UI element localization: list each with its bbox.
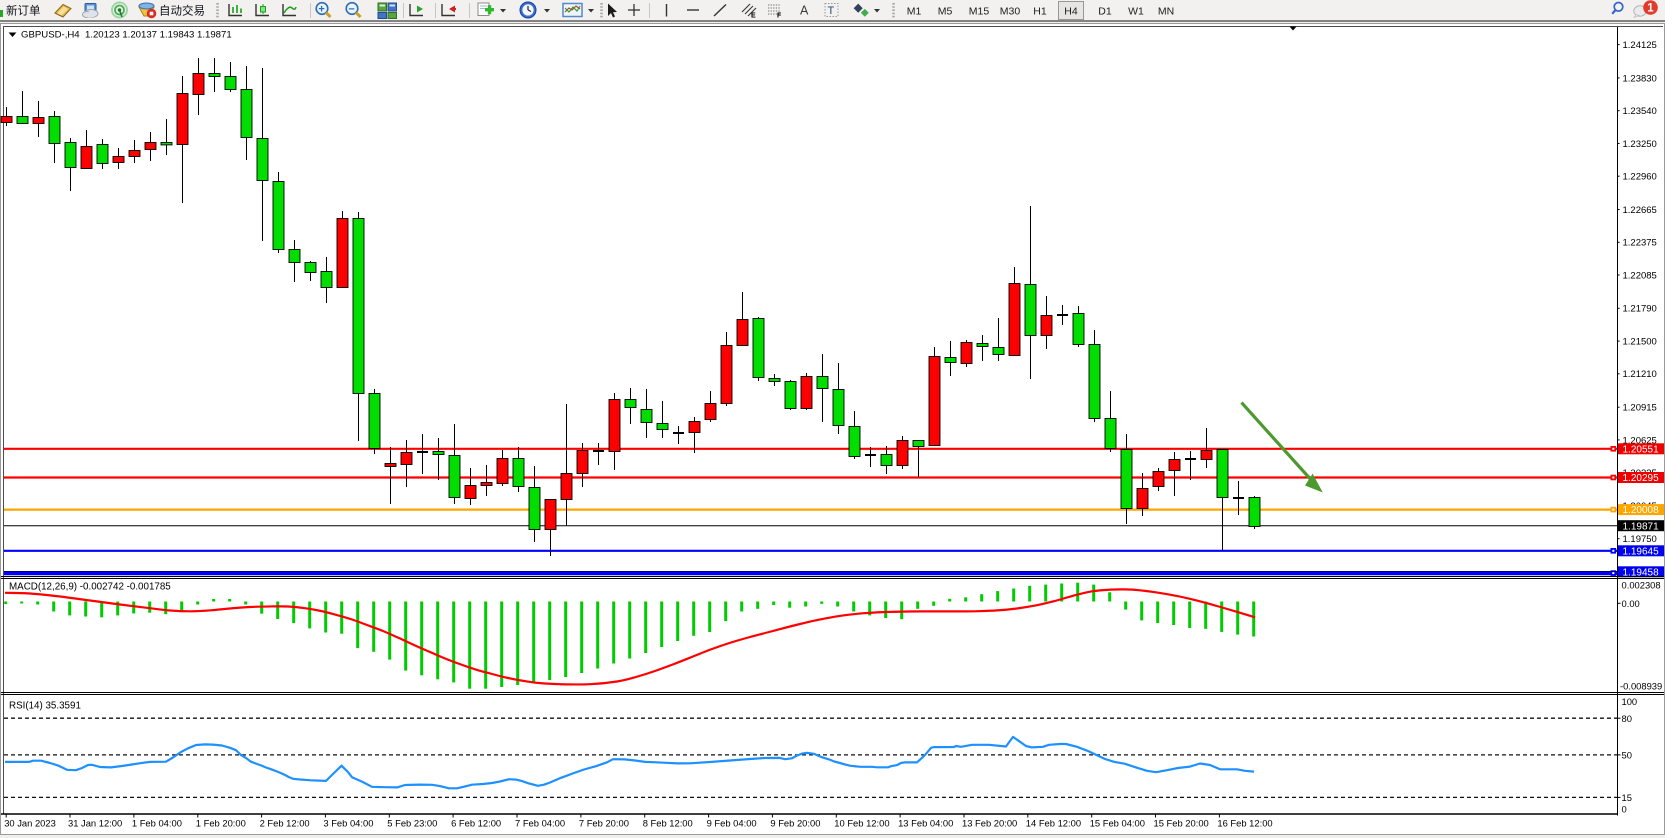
svg-text:10 Feb 12:00: 10 Feb 12:00 — [834, 818, 889, 829]
svg-text:1.20008: 1.20008 — [1623, 505, 1660, 516]
svg-text:5 Feb 23:00: 5 Feb 23:00 — [387, 818, 437, 829]
svg-text:6 Feb 12:00: 6 Feb 12:00 — [451, 818, 501, 829]
svg-text:1.22960: 1.22960 — [1623, 172, 1657, 183]
svg-text:1.21210: 1.21210 — [1623, 369, 1657, 380]
svg-text:14 Feb 12:00: 14 Feb 12:00 — [1026, 818, 1081, 829]
svg-text:+: + — [318, 3, 324, 15]
svg-text:1.22665: 1.22665 — [1623, 205, 1657, 216]
svg-text:1.20915: 1.20915 — [1623, 403, 1657, 414]
svg-text:M30: M30 — [1000, 5, 1021, 17]
svg-text:W1: W1 — [1128, 5, 1144, 17]
svg-text:31 Jan 12:00: 31 Jan 12:00 — [68, 818, 122, 829]
svg-text:15 Feb 20:00: 15 Feb 20:00 — [1154, 818, 1209, 829]
svg-text:F: F — [777, 13, 782, 20]
svg-text:2 Feb 12:00: 2 Feb 12:00 — [260, 818, 310, 829]
svg-text:15: 15 — [1622, 792, 1632, 803]
svg-text:9 Feb 20:00: 9 Feb 20:00 — [770, 818, 820, 829]
svg-text:1.20625: 1.20625 — [1623, 435, 1657, 446]
svg-text:MN: MN — [1158, 5, 1174, 17]
svg-text:0: 0 — [1622, 803, 1627, 814]
svg-text:0.00: 0.00 — [1622, 598, 1640, 609]
svg-text:13 Feb 20:00: 13 Feb 20:00 — [962, 818, 1017, 829]
svg-text:50: 50 — [1622, 750, 1632, 761]
svg-text:新订单: 新订单 — [6, 3, 41, 17]
svg-text:80: 80 — [1622, 713, 1632, 724]
svg-text:1.22375: 1.22375 — [1623, 238, 1657, 249]
svg-text:7 Feb 04:00: 7 Feb 04:00 — [515, 818, 565, 829]
svg-text:13 Feb 04:00: 13 Feb 04:00 — [898, 818, 953, 829]
svg-text:RSI(14) 35.3591: RSI(14) 35.3591 — [9, 701, 81, 712]
svg-text:T: T — [828, 5, 835, 17]
svg-text:0.002308: 0.002308 — [1622, 579, 1661, 590]
svg-text:1 Feb 20:00: 1 Feb 20:00 — [196, 818, 246, 829]
svg-text:8 Feb 12:00: 8 Feb 12:00 — [643, 818, 693, 829]
svg-text:1.19458: 1.19458 — [1623, 567, 1660, 578]
svg-text:−: − — [348, 3, 354, 15]
svg-text:1.19871: 1.19871 — [1623, 521, 1660, 532]
svg-text:1: 1 — [1647, 3, 1654, 15]
svg-text:H1: H1 — [1033, 5, 1047, 17]
svg-text:1 Feb 04:00: 1 Feb 04:00 — [132, 818, 182, 829]
svg-text:D1: D1 — [1098, 5, 1112, 17]
svg-text:30 Jan 2023: 30 Jan 2023 — [4, 818, 56, 829]
svg-text:M1: M1 — [907, 5, 922, 17]
svg-text:1.23830: 1.23830 — [1623, 73, 1657, 84]
svg-text:1.23250: 1.23250 — [1623, 139, 1657, 150]
svg-text:E: E — [751, 13, 756, 20]
svg-text:1.23540: 1.23540 — [1623, 106, 1657, 117]
svg-text:9 Feb 04:00: 9 Feb 04:00 — [707, 818, 757, 829]
svg-text:1.22085: 1.22085 — [1623, 270, 1657, 281]
svg-text:-0.008939: -0.008939 — [1620, 680, 1662, 691]
svg-text:1.20295: 1.20295 — [1623, 473, 1660, 484]
svg-text:M15: M15 — [969, 5, 990, 17]
svg-text:15 Feb 04:00: 15 Feb 04:00 — [1090, 818, 1145, 829]
svg-text:自动交易: 自动交易 — [159, 3, 205, 17]
svg-text:MACD(12,26,9) -0.002742 -0.001: MACD(12,26,9) -0.002742 -0.001785 — [9, 582, 171, 593]
svg-text:1.21790: 1.21790 — [1623, 304, 1657, 315]
svg-text:A: A — [800, 4, 809, 18]
svg-text:1.20551: 1.20551 — [1623, 444, 1660, 455]
svg-text:M5: M5 — [938, 5, 953, 17]
svg-text:1.21500: 1.21500 — [1623, 337, 1657, 348]
svg-text:3 Feb 04:00: 3 Feb 04:00 — [323, 818, 373, 829]
svg-text:1.24125: 1.24125 — [1623, 40, 1657, 51]
svg-text:1.19750: 1.19750 — [1623, 534, 1657, 545]
svg-text:7 Feb 20:00: 7 Feb 20:00 — [579, 818, 629, 829]
svg-text:16 Feb 12:00: 16 Feb 12:00 — [1217, 818, 1272, 829]
svg-text:GBPUSD-,H4 1.20123 1.20137 1.: GBPUSD-,H4 1.20123 1.20137 1.19843 1.198… — [21, 30, 232, 41]
svg-text:H4: H4 — [1064, 5, 1078, 17]
svg-text:1.19645: 1.19645 — [1623, 546, 1660, 557]
svg-text:100: 100 — [1622, 696, 1638, 707]
